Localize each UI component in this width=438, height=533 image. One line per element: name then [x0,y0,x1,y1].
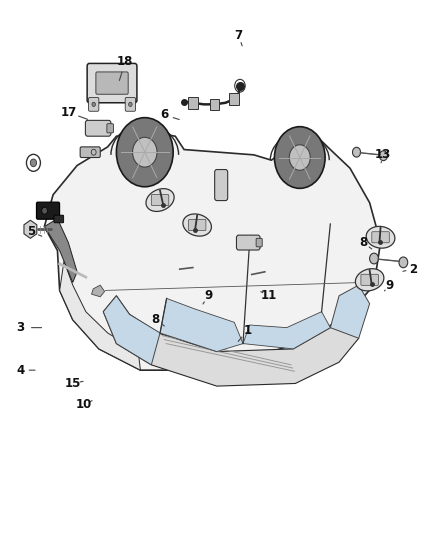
FancyBboxPatch shape [85,120,111,136]
FancyBboxPatch shape [230,93,239,105]
FancyBboxPatch shape [361,274,378,285]
Text: 11: 11 [261,289,277,302]
Text: 15: 15 [64,377,81,390]
Polygon shape [44,131,381,370]
FancyBboxPatch shape [36,202,60,219]
FancyBboxPatch shape [188,220,206,231]
FancyBboxPatch shape [96,72,128,94]
Text: 8: 8 [152,313,160,326]
Text: 5: 5 [27,225,35,238]
FancyBboxPatch shape [87,63,137,103]
FancyBboxPatch shape [151,195,169,206]
Text: 18: 18 [117,55,133,68]
Circle shape [275,127,325,188]
Polygon shape [103,296,160,365]
Text: 1: 1 [244,324,251,337]
Circle shape [379,151,388,160]
Circle shape [133,138,157,167]
FancyBboxPatch shape [80,147,100,158]
Polygon shape [243,312,330,349]
Text: 13: 13 [374,148,391,161]
Circle shape [129,102,132,107]
Text: 9: 9 [385,279,393,292]
Polygon shape [330,285,370,338]
Circle shape [42,207,47,214]
Polygon shape [24,220,37,238]
FancyBboxPatch shape [256,238,262,247]
FancyBboxPatch shape [107,124,113,133]
Circle shape [117,118,173,187]
Text: 6: 6 [160,109,169,122]
FancyBboxPatch shape [125,98,135,111]
Text: 8: 8 [359,236,367,249]
Polygon shape [60,261,141,370]
Text: 17: 17 [60,106,77,119]
Text: 4: 4 [16,364,25,377]
FancyBboxPatch shape [237,235,260,250]
Text: 10: 10 [75,398,92,411]
Circle shape [353,147,360,157]
Circle shape [399,257,408,268]
Text: 2: 2 [409,263,417,276]
Polygon shape [103,296,359,386]
Circle shape [289,145,310,170]
Circle shape [92,102,95,107]
FancyBboxPatch shape [372,232,389,243]
FancyBboxPatch shape [88,98,99,111]
Polygon shape [183,214,212,236]
Polygon shape [160,298,243,352]
FancyBboxPatch shape [188,97,198,109]
Polygon shape [92,285,105,297]
Polygon shape [146,189,174,212]
Text: 7: 7 [235,29,243,42]
Text: 3: 3 [16,321,25,334]
Text: 9: 9 [204,289,212,302]
FancyBboxPatch shape [54,215,64,223]
FancyBboxPatch shape [210,99,219,110]
FancyBboxPatch shape [215,169,228,200]
Circle shape [370,253,378,264]
Polygon shape [355,269,384,291]
Polygon shape [44,219,77,282]
Polygon shape [366,227,395,248]
Circle shape [30,159,37,167]
